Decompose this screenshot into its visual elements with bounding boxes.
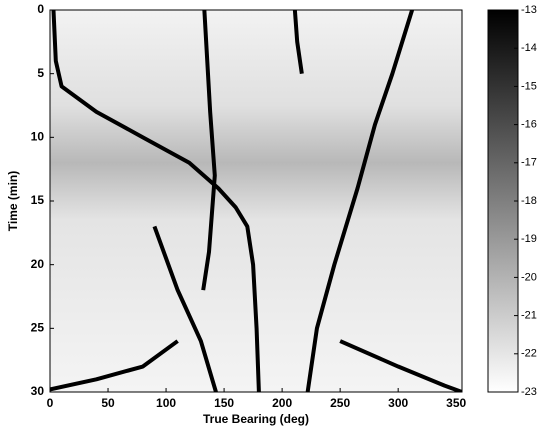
track-line [339, 339, 462, 392]
x-tick-label: 100 [156, 396, 176, 410]
y-tick-label: 0 [37, 2, 44, 16]
x-tick-label: 300 [388, 396, 408, 410]
colorbar-tick-label: -17 [521, 157, 537, 169]
y-tick-label: 10 [31, 130, 45, 144]
y-tick-label: 30 [31, 384, 45, 398]
colorbar-tick-label: -20 [521, 271, 537, 283]
y-tick-label: 25 [31, 321, 45, 335]
x-tick-label: 250 [330, 396, 350, 410]
colorbar-tick-label: -19 [521, 233, 537, 245]
x-axis-label: True Bearing (deg) [203, 412, 309, 426]
track-line [292, 10, 304, 74]
track-line [50, 339, 179, 392]
y-axis-label: Time (min) [6, 171, 20, 231]
track-line [51, 10, 261, 392]
x-tick-label: 0 [47, 396, 54, 410]
y-tick-label: 20 [31, 257, 45, 271]
colorbar-tick-label: -23 [521, 386, 537, 398]
x-tick-label: 350 [446, 396, 466, 410]
x-tick-label: 150 [214, 396, 234, 410]
x-tick-label: 50 [101, 396, 115, 410]
colorbar-tick-label: -15 [521, 80, 537, 92]
x-tick-label: 200 [272, 396, 292, 410]
colorbar-tick-label: -16 [521, 119, 537, 131]
track-line [305, 10, 415, 392]
colorbar-tick-label: -13 [521, 4, 537, 16]
colorbar-tick-label: -21 [521, 310, 537, 322]
colorbar-tick-label: -22 [521, 348, 537, 360]
colorbar-tick-label: -14 [521, 42, 537, 54]
y-tick-label: 15 [31, 193, 45, 207]
colorbar [487, 9, 519, 393]
colorbar-tick-label: -18 [521, 195, 537, 207]
track-line [201, 10, 217, 291]
y-tick-label: 5 [37, 66, 44, 80]
track-line [152, 225, 218, 392]
